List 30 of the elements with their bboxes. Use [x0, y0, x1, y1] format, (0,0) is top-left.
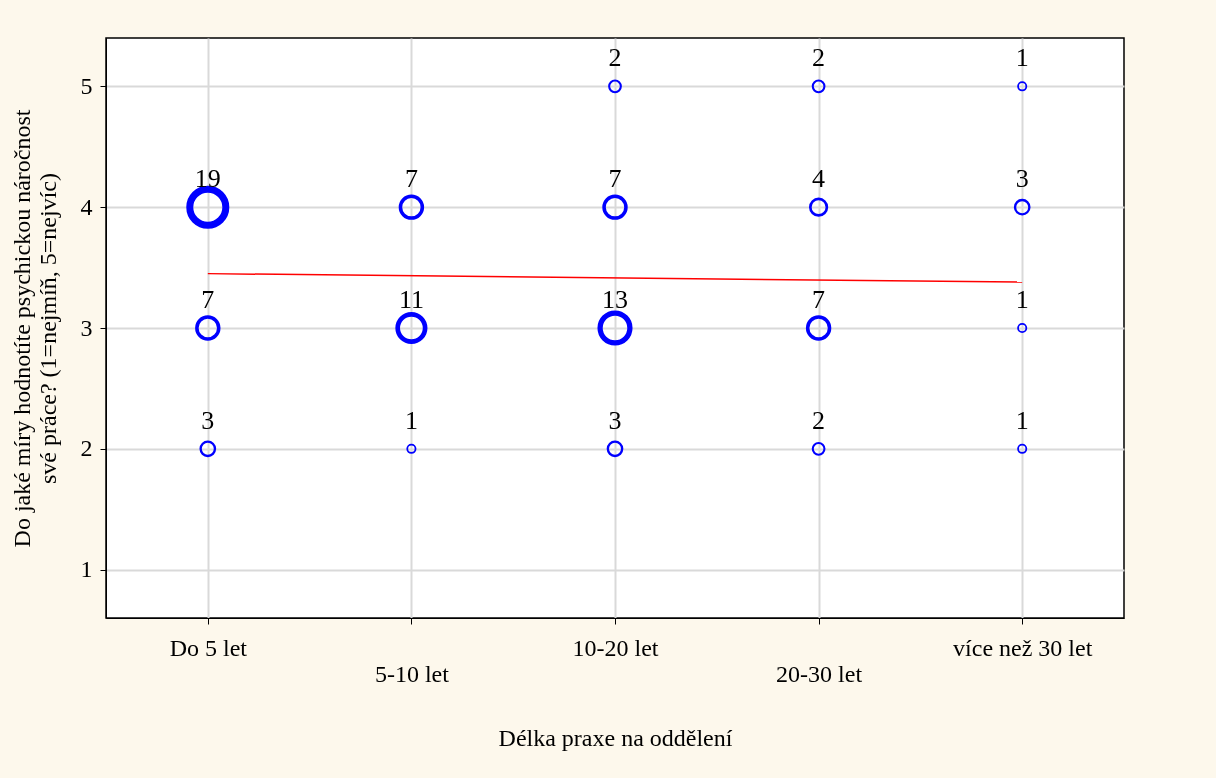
x-tick-label: 10-20 let	[572, 634, 659, 661]
data-label: 4	[812, 164, 826, 194]
y-tick-label: 4	[80, 193, 93, 220]
data-label: 11	[398, 285, 424, 314]
data-label: 3	[201, 405, 215, 435]
x-axis-title: Délka praxe na oddělení	[498, 724, 733, 751]
data-label: 13	[602, 285, 628, 314]
data-label: 3	[1015, 164, 1029, 194]
x-tick-label: 20-30 let	[776, 660, 863, 687]
data-label: 7	[404, 164, 418, 194]
y-tick-label: 3	[80, 314, 93, 341]
data-label: 2	[812, 405, 826, 435]
data-label: 19	[194, 164, 221, 194]
data-label: 1	[1015, 285, 1029, 314]
data-label: 2	[812, 43, 826, 73]
data-label: 2	[608, 43, 622, 73]
data-label: 3	[608, 405, 622, 435]
data-label: 1	[404, 405, 418, 435]
data-label: 1	[1015, 43, 1029, 73]
data-label: 7	[201, 285, 215, 314]
x-tick-label: 5-10 let	[374, 660, 450, 687]
y-tick-label: 1	[80, 556, 93, 583]
y-tick-label: 2	[80, 435, 93, 462]
x-tick-label: více než 30 let	[953, 634, 1093, 661]
data-label: 1	[1015, 405, 1029, 435]
y-tick-label: 5	[80, 72, 93, 99]
data-label: 7	[812, 285, 826, 314]
x-tick-label: Do 5 let	[169, 634, 248, 661]
data-label: 7	[608, 164, 622, 194]
y-axis-title: Do jaké míry hodnotíte psychickou náročnost své práce? (1=nejmíň, 5=nejvíc)	[8, 109, 61, 548]
